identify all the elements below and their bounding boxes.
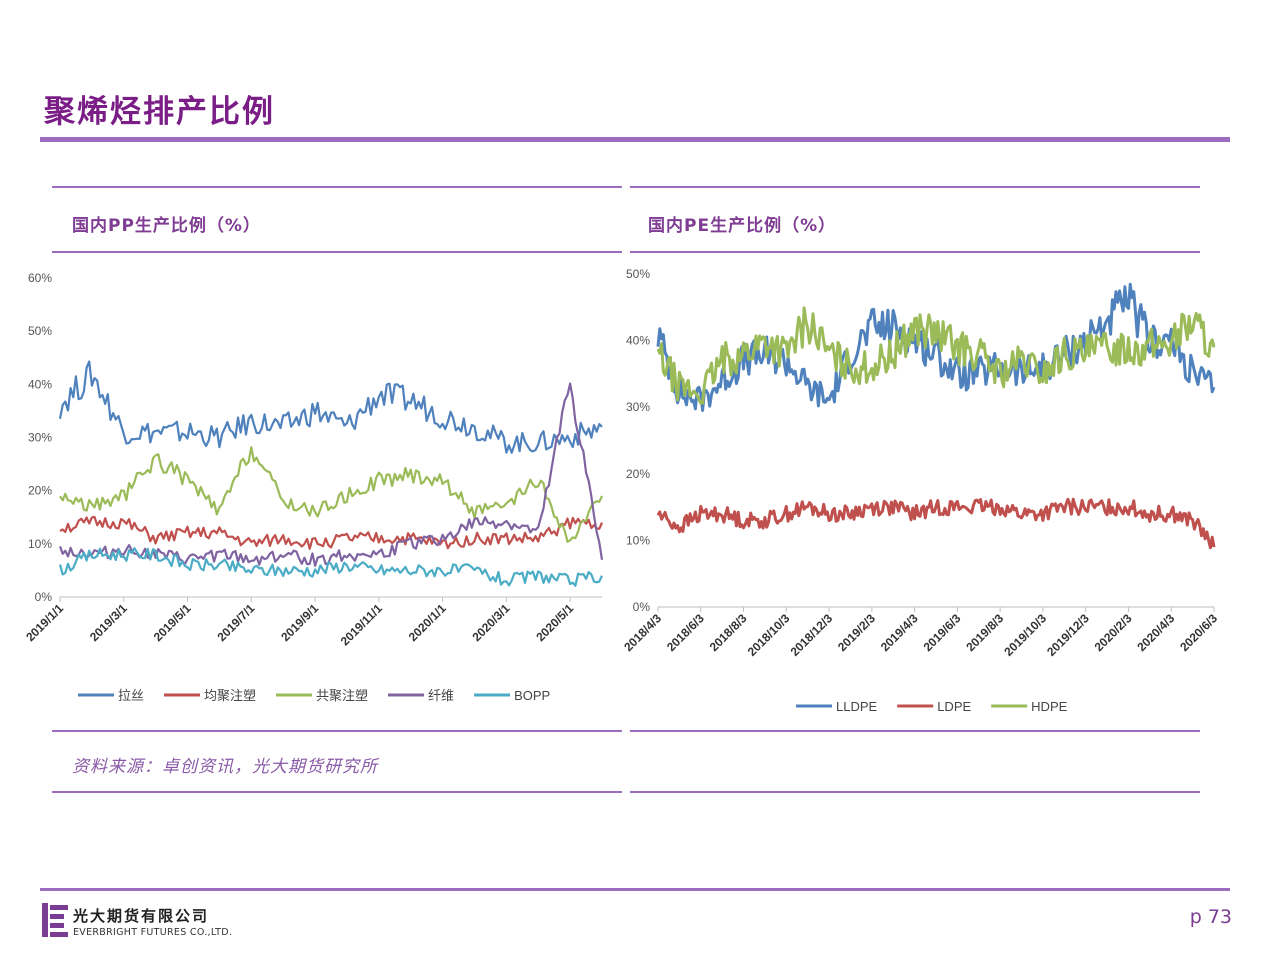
pe-chart-title: 国内PE生产比例（%） <box>648 216 837 236</box>
right-panel-top-rule <box>630 186 1200 188</box>
pe-production-ratio-chart: 0% 10% 20% 30% 40% 50% 2018/4/3 2018/6/3 2018/8/… <box>621 267 1220 714</box>
right-panel-title-rule <box>630 251 1200 253</box>
series-line-2 <box>656 497 1216 550</box>
x-tick-label: 2019/10/3 <box>1001 611 1049 659</box>
y-tick-label: 40% <box>626 334 650 348</box>
legend-label: 拉丝 <box>118 688 144 703</box>
title-rule <box>40 137 1230 142</box>
left-panel-title-rule <box>52 251 622 253</box>
y-tick-label: 20% <box>28 484 52 498</box>
y-tick-label: 0% <box>633 600 651 614</box>
company-name-en: EVERBRIGHT FUTURES CO.,LTD. <box>73 927 233 938</box>
y-tick-label: 30% <box>626 400 650 414</box>
right-source-top-rule <box>630 730 1200 732</box>
series-line-3 <box>656 306 1216 405</box>
legend-label: LLDPE <box>836 699 878 714</box>
legend-label: HDPE <box>1031 699 1067 714</box>
left-source-bottom-rule <box>52 791 622 793</box>
y-tick-label: 50% <box>626 267 650 281</box>
x-tick-label: 2018/10/3 <box>745 611 793 659</box>
series-line-3 <box>59 446 603 543</box>
pp-production-ratio-chart: 0% 10% 20% 30% 40% 50% 60% 2019/1/1 2019/3/1 2019… <box>23 271 604 703</box>
series-line-1 <box>656 282 1216 412</box>
company-name-cn: 光大期货有限公司 <box>73 907 210 925</box>
right-source-bottom-rule <box>630 791 1200 793</box>
y-tick-label: 40% <box>28 377 52 391</box>
legend-label: 纤维 <box>428 688 454 703</box>
footer-rule <box>40 888 1230 891</box>
x-tick-label: 2020/4/3 <box>1134 611 1177 654</box>
x-tick-label: 2019/3/1 <box>87 601 130 644</box>
x-tick-label: 2019/1/1 <box>23 601 66 644</box>
x-tick-label: 2019/11/1 <box>338 601 385 648</box>
y-tick-label: 10% <box>28 537 52 551</box>
y-tick-label: 0% <box>35 590 53 604</box>
left-source-top-rule <box>52 730 622 732</box>
everbright-logo-icon <box>42 903 68 937</box>
x-tick-label: 2018/12/3 <box>788 611 836 659</box>
page-title: 聚烯烃排产比例 <box>44 94 275 130</box>
x-tick-label: 2019/8/3 <box>963 611 1006 654</box>
page-number: p 73 <box>1189 906 1232 928</box>
legend-label: 均聚注塑 <box>204 688 256 703</box>
legend-label: 共聚注塑 <box>316 688 368 703</box>
x-tick-label: 2020/5/1 <box>533 601 576 644</box>
y-tick-label: 10% <box>626 533 650 547</box>
legend-label: LDPE <box>937 699 971 714</box>
left-panel-top-rule <box>52 186 622 188</box>
x-tick-label: 2020/6/3 <box>1177 611 1220 654</box>
y-tick-label: 20% <box>626 467 650 481</box>
series-line-2 <box>59 515 604 550</box>
x-tick-label: 2019/2/3 <box>835 611 878 654</box>
x-tick-label: 2019/9/1 <box>278 601 321 644</box>
series-line-1 <box>58 360 603 454</box>
y-tick-label: 30% <box>28 431 52 445</box>
x-tick-label: 2019/12/3 <box>1044 611 1092 659</box>
series-line-5 <box>58 547 604 587</box>
pp-chart-title: 国内PP生产比例（%） <box>72 216 261 236</box>
x-tick-label: 2020/1/1 <box>406 601 449 644</box>
x-tick-label: 2019/6/3 <box>921 611 964 654</box>
y-tick-label: 60% <box>28 271 52 285</box>
x-tick-label: 2020/2/3 <box>1092 611 1135 654</box>
x-tick-label: 2019/4/3 <box>878 611 921 654</box>
x-tick-label: 2020/3/1 <box>470 601 513 644</box>
y-tick-label: 50% <box>28 324 52 338</box>
legend-label: BOPP <box>514 688 550 703</box>
x-tick-label: 2019/5/1 <box>151 601 194 644</box>
data-source-note: 资料来源：卓创资讯，光大期货研究所 <box>72 757 378 777</box>
x-tick-label: 2018/6/3 <box>664 611 707 654</box>
x-tick-label: 2018/8/3 <box>707 611 750 654</box>
x-tick-label: 2018/4/3 <box>621 611 664 654</box>
x-tick-label: 2019/7/1 <box>214 601 257 644</box>
